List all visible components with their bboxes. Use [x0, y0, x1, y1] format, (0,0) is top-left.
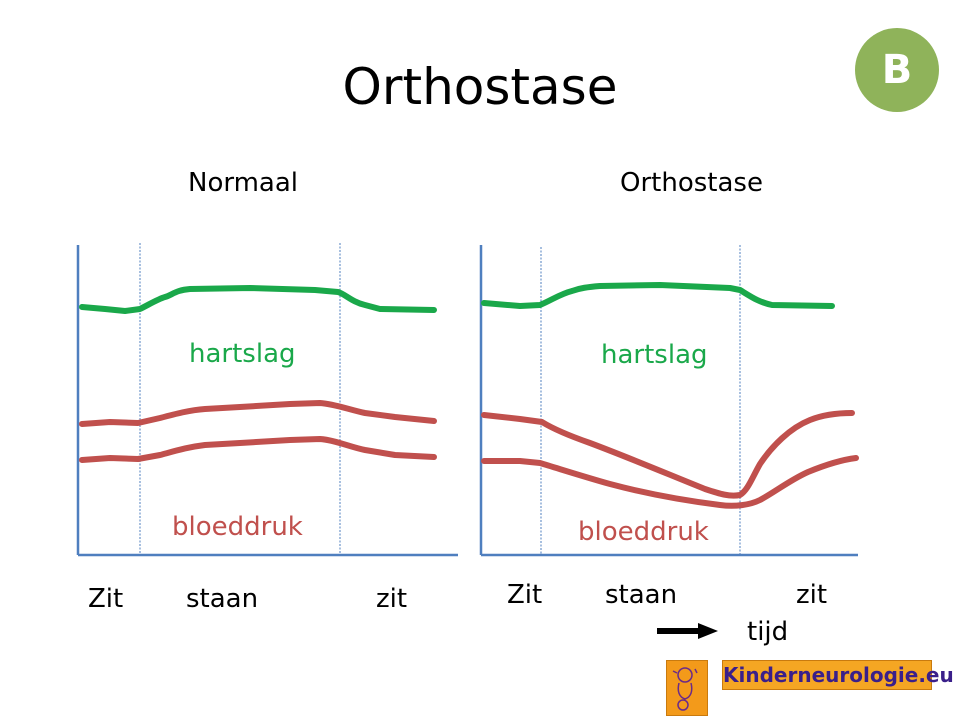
right-bp-lower-curve [481, 455, 859, 509]
left-heart-rate-label: hartslag [189, 339, 296, 369]
left-bp-lower-curve [79, 436, 437, 463]
slide-badge: B [855, 28, 939, 112]
left-phase-sit-1: Zit [88, 584, 124, 614]
right-phase-sit-2: zit [796, 580, 828, 610]
right-heart-rate-curve [481, 282, 835, 309]
right-arrow-icon [657, 623, 718, 639]
left-blood-pressure-label: bloeddruk [172, 512, 303, 542]
right-phase-stand: staan [605, 580, 678, 610]
kinderneurologie-logo-icon [666, 660, 708, 716]
left-phase-sit-2: zit [376, 584, 408, 614]
right-bp-upper-curve [481, 410, 855, 499]
right-phase-sit-1: Zit [507, 580, 543, 610]
left-heart-rate-curve [79, 285, 437, 314]
panel-normal-title: Normaal [188, 168, 299, 198]
page-title: Orthostase [342, 58, 618, 116]
right-blood-pressure-label: bloeddruk [578, 517, 709, 547]
left-bp-upper-curve [79, 400, 437, 427]
time-label: tijd [747, 617, 789, 647]
kinderneurologie-logo-text[interactable]: Kinderneurologie.eu [722, 660, 954, 690]
left-phase-stand: staan [186, 584, 259, 614]
right-heart-rate-label: hartslag [601, 340, 708, 370]
panel-orthostase-title: Orthostase [620, 168, 763, 198]
